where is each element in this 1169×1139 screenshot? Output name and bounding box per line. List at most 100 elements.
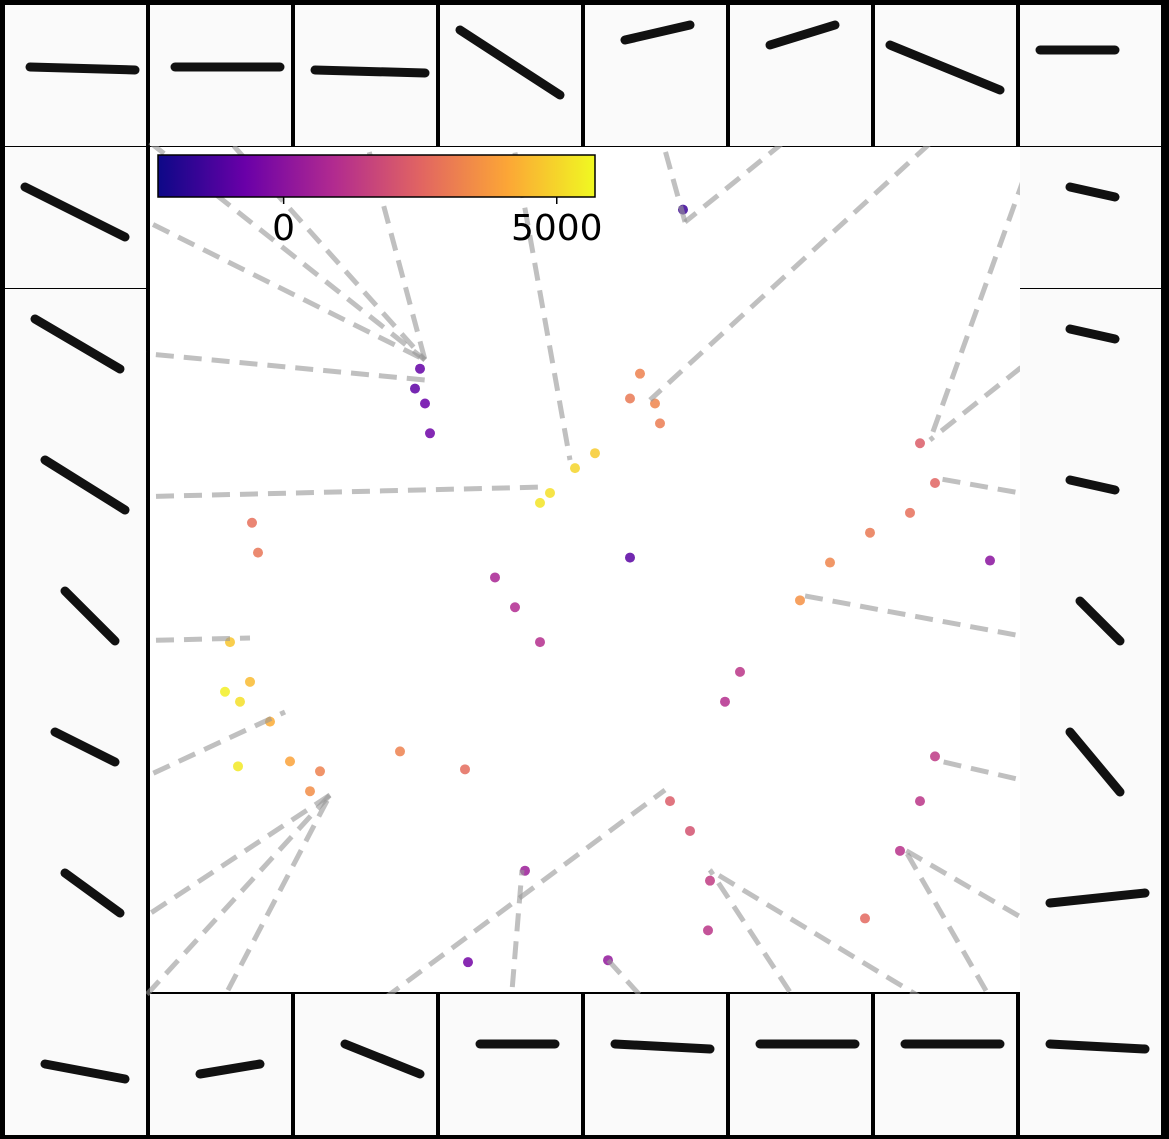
thumbnail — [1020, 853, 1161, 994]
thumbnail — [5, 430, 146, 571]
thumbnail — [5, 147, 146, 288]
link-line — [127, 484, 546, 500]
thumbnail-glyph — [340, 1039, 425, 1079]
thumbnail-glyph — [310, 65, 430, 78]
point — [930, 478, 940, 489]
point — [315, 766, 325, 777]
thumbnail — [5, 853, 146, 994]
thumbnail — [875, 994, 1016, 1135]
link-line — [127, 349, 426, 383]
point — [220, 686, 230, 697]
point — [460, 764, 470, 775]
thumbnail — [150, 5, 291, 146]
point — [463, 957, 473, 968]
points — [220, 204, 995, 968]
thumbnail-glyph — [1075, 596, 1125, 646]
point — [685, 825, 695, 836]
point — [490, 572, 500, 583]
link-line — [928, 348, 1045, 442]
point — [395, 746, 405, 757]
thumbnail-glyph — [1045, 888, 1150, 908]
link-line — [902, 848, 1003, 1017]
thumbnail-glyph — [25, 62, 140, 75]
thumbnail-glyph — [195, 1059, 265, 1079]
point — [895, 845, 905, 856]
link-line — [212, 793, 333, 1017]
point — [720, 696, 730, 707]
thumbnail — [5, 289, 146, 430]
thumbnail — [295, 994, 436, 1135]
thumbnail-glyph — [885, 40, 1005, 95]
link-line — [126, 793, 332, 1017]
link-line — [934, 475, 1044, 500]
thumbnail — [1020, 147, 1161, 288]
link-line — [799, 592, 1044, 643]
point — [247, 517, 257, 528]
thumbnail-glyph — [30, 314, 125, 374]
point — [570, 463, 580, 474]
point — [655, 418, 665, 429]
thumbnail-glyph — [1065, 324, 1120, 344]
point — [865, 527, 875, 538]
point — [665, 796, 675, 807]
thumbnail — [730, 5, 871, 146]
plot-area — [150, 147, 1020, 992]
link-line — [707, 868, 808, 1017]
link-line — [683, 123, 807, 224]
point — [235, 696, 245, 707]
point — [930, 751, 940, 762]
point — [410, 383, 420, 394]
point — [635, 368, 645, 379]
point — [915, 438, 925, 449]
thumbnail — [585, 994, 726, 1135]
link-line — [934, 757, 1044, 788]
thumbnail — [1020, 289, 1161, 430]
link-line — [127, 635, 251, 644]
point — [415, 363, 425, 374]
colorbar: 0 5000 — [157, 154, 603, 249]
point — [245, 676, 255, 687]
links — [126, 123, 1046, 1018]
point — [625, 552, 635, 563]
thumbnail — [1020, 712, 1161, 853]
point — [625, 393, 635, 404]
point — [425, 428, 435, 439]
thumbnail — [5, 571, 146, 712]
thumbnail-glyph — [40, 455, 130, 515]
point — [253, 547, 263, 558]
colorbar-bar — [157, 154, 596, 198]
point — [703, 925, 713, 936]
colorbar-tick-label: 0 — [272, 208, 295, 249]
thumbnail-glyph — [50, 727, 120, 767]
thumbnail — [150, 994, 291, 1135]
link-line — [708, 867, 952, 1018]
thumbnail — [5, 5, 146, 146]
thumbnail-glyph — [1065, 475, 1120, 495]
point — [535, 637, 545, 648]
point — [860, 913, 870, 924]
thumbnail-glyph — [60, 868, 125, 918]
thumbnail — [5, 994, 146, 1135]
point — [705, 875, 715, 886]
thumbnail — [440, 994, 581, 1135]
thumbnail — [5, 712, 146, 853]
point — [420, 398, 430, 409]
thumbnail — [1020, 5, 1161, 146]
thumbnail-glyph — [60, 586, 120, 646]
point — [590, 448, 600, 459]
thumbnail-glyph — [765, 20, 840, 50]
thumbnail-glyph — [620, 20, 695, 45]
thumbnail-glyph — [455, 25, 565, 100]
thumbnail — [1020, 571, 1161, 712]
point — [545, 487, 555, 498]
link-line — [648, 123, 952, 402]
point — [735, 666, 745, 677]
link-line — [360, 787, 667, 1018]
link-line — [213, 123, 427, 362]
point — [795, 595, 805, 606]
colorbar-tick-label: 5000 — [511, 208, 603, 249]
thumbnail-glyph — [1065, 182, 1120, 202]
thumbnail-glyph — [610, 1039, 715, 1054]
link-line — [126, 792, 332, 931]
